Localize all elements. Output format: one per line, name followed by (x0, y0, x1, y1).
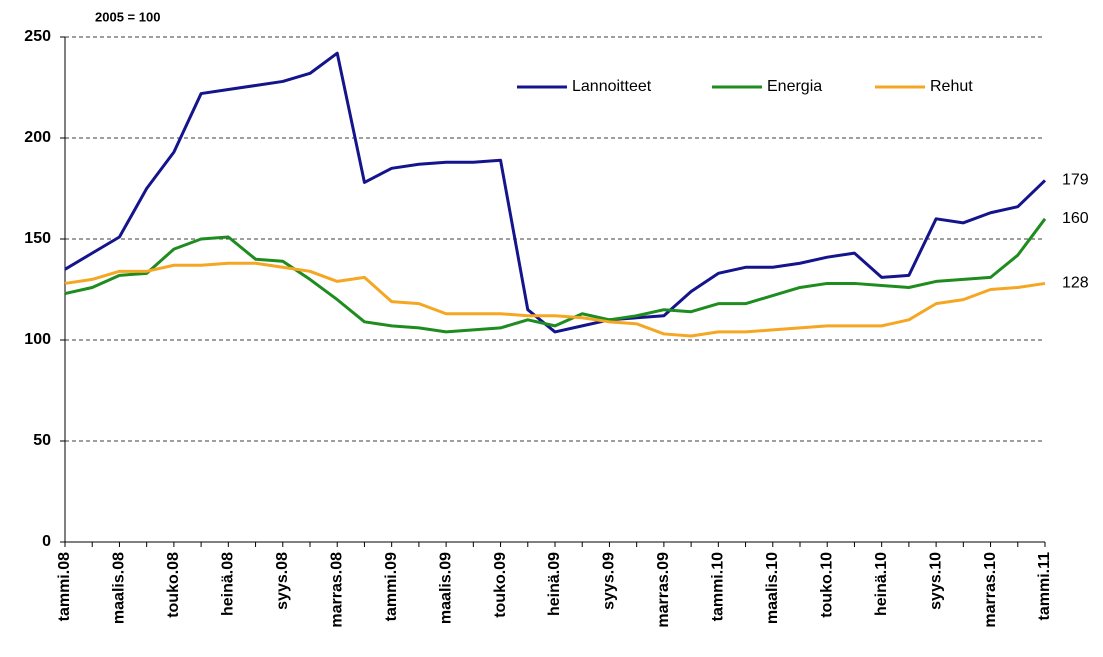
x-tick-label: tammi.09 (383, 552, 400, 621)
legend-label: Lannoitteet (572, 78, 652, 95)
x-tick-label: heinä.09 (546, 552, 563, 616)
y-tick-label: 150 (24, 230, 51, 247)
x-tick-label: marras.09 (655, 552, 672, 628)
x-tick-label: syys.10 (927, 552, 944, 610)
x-tick-label: heinä.10 (873, 552, 890, 616)
y-tick-label: 0 (42, 533, 51, 550)
x-tick-label: syys.08 (274, 552, 291, 610)
x-tick-label: maalis.09 (437, 552, 454, 624)
x-tick-label: marras.10 (982, 552, 999, 628)
series-line (64, 51, 1047, 334)
legend-label: Energia (767, 78, 822, 95)
y-tick-label: 250 (24, 28, 51, 45)
x-tick-label: tammi.10 (710, 552, 727, 621)
series-line (64, 217, 1047, 334)
index-note: 2005 = 100 (95, 9, 160, 24)
end-label: 179 (1062, 172, 1089, 189)
x-tick-label: syys.09 (601, 552, 618, 610)
end-label: 160 (1062, 210, 1089, 227)
y-tick-label: 50 (33, 432, 51, 449)
end-label: 128 (1062, 275, 1089, 292)
x-tick-label: marras.08 (328, 552, 345, 628)
x-tick-label: touko.10 (818, 552, 835, 618)
x-tick-label: heinä.08 (220, 552, 237, 616)
y-tick-label: 200 (24, 129, 51, 146)
y-tick-label: 100 (24, 331, 51, 348)
series-line (64, 261, 1046, 338)
x-tick-label: touko.08 (165, 552, 182, 618)
legend-label: Rehut (930, 78, 973, 95)
x-tick-label: tammi.08 (56, 552, 73, 621)
x-tick-label: touko.09 (492, 552, 509, 618)
x-tick-label: tammi.11 (1036, 552, 1053, 621)
x-tick-label: maalis.08 (111, 552, 128, 624)
x-tick-label: maalis.10 (764, 552, 781, 624)
